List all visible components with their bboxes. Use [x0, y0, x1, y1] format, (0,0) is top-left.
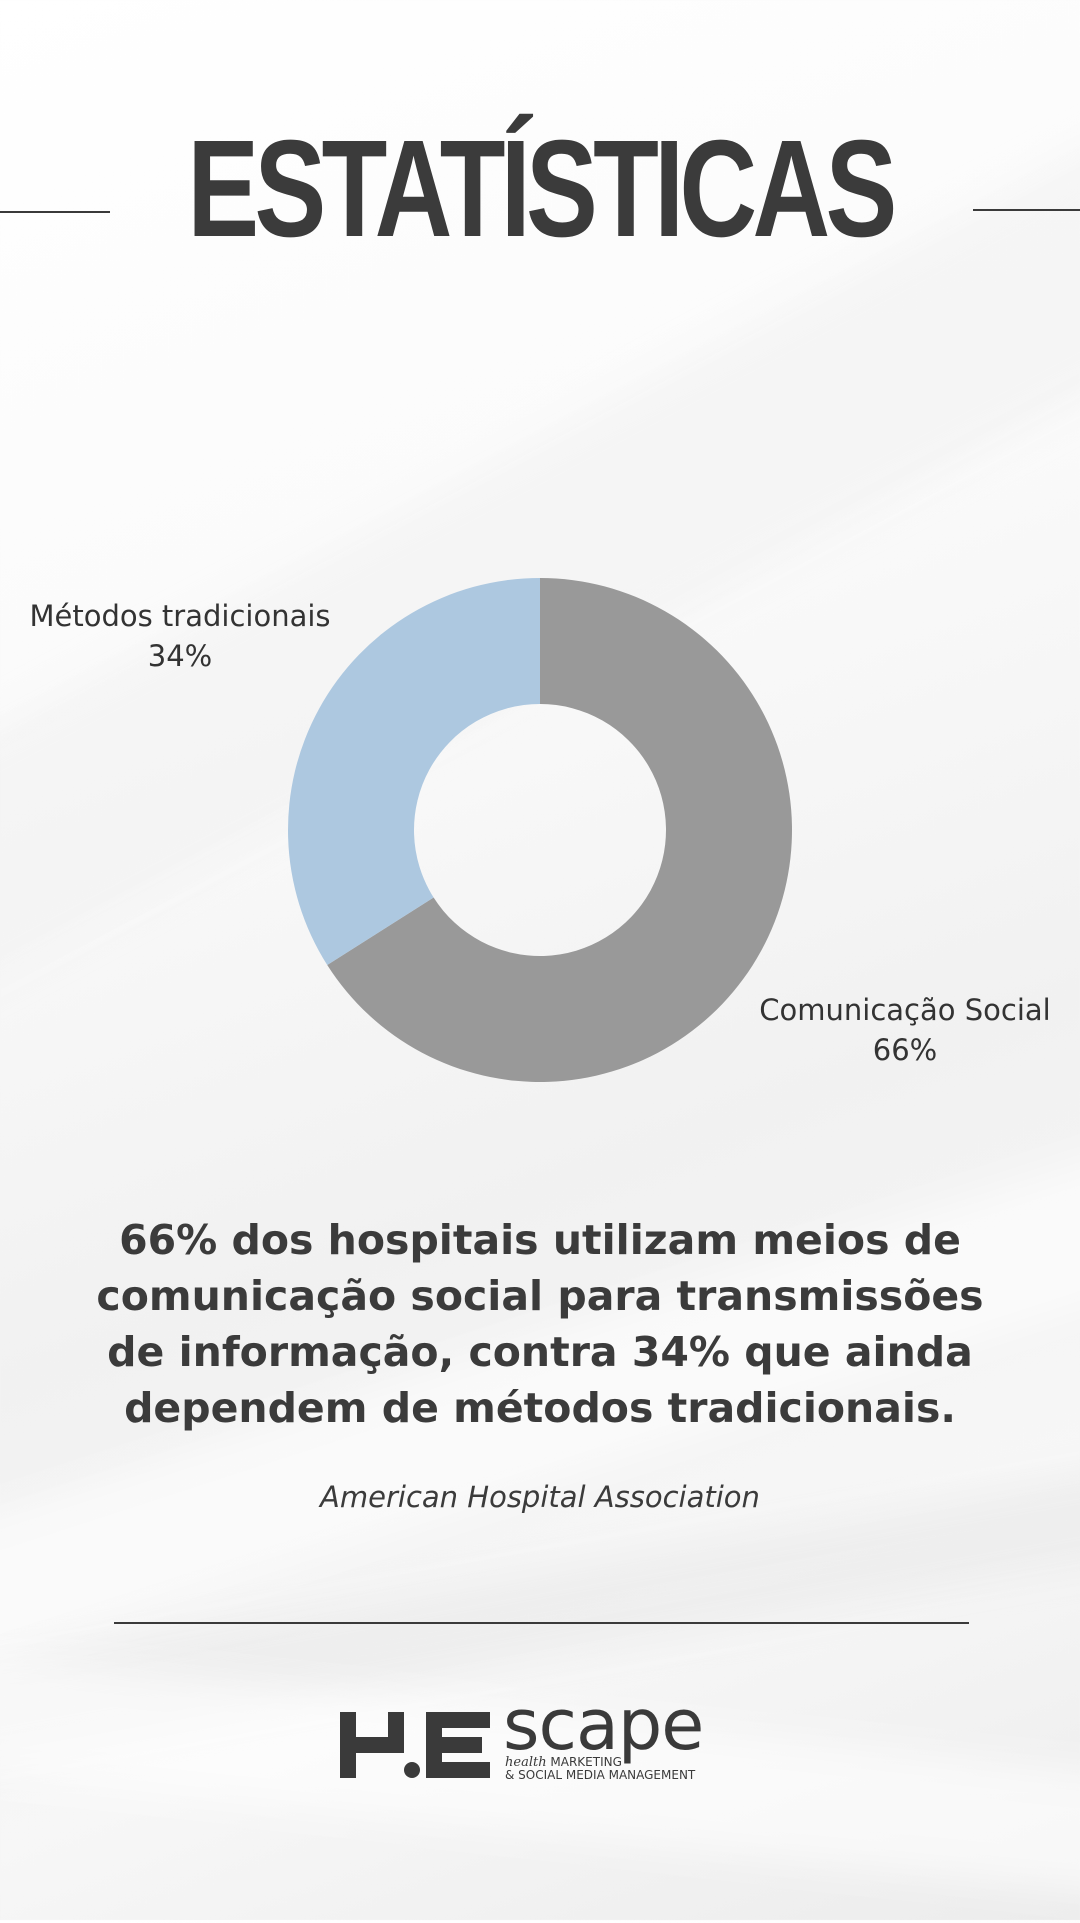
slice-label-comunicacao: Comunicação Social 66% — [745, 990, 1065, 1070]
slice-label-name: Métodos tradicionais — [29, 599, 331, 633]
logo-wordmark: scape — [503, 1684, 704, 1766]
donut-slice-1 — [287, 578, 540, 966]
slice-label-metodos: Métodos tradicionais 34% — [20, 596, 340, 676]
logo-tagline-line1: MARKETING — [550, 1755, 622, 1769]
donut-chart — [287, 578, 792, 1082]
logo-tagline: health MARKETING & SOCIAL MEDIA MANAGEME… — [505, 1756, 695, 1782]
logo-tagline-line2: & SOCIAL MEDIA MANAGEMENT — [505, 1768, 696, 1782]
slice-label-value: 66% — [872, 1033, 938, 1067]
title-rule-left — [0, 211, 110, 213]
footer-rule — [114, 1622, 969, 1624]
slice-label-name: Comunicação Social — [759, 993, 1051, 1027]
title-rule-right — [973, 209, 1080, 211]
logo-mark-icon — [340, 1712, 490, 1778]
source-citation: American Hospital Association — [320, 1480, 760, 1514]
page-title: ESTATÍSTICAS — [187, 112, 897, 266]
brand-logo: scape health MARKETING & SOCIAL MEDIA MA… — [340, 1690, 740, 1790]
donut-slice-0 — [327, 578, 792, 1082]
summary-text: 66% dos hospitais utilizam meios de comu… — [96, 1216, 984, 1432]
slice-label-value: 34% — [147, 639, 213, 673]
logo-tagline-italic: health — [505, 1755, 547, 1770]
